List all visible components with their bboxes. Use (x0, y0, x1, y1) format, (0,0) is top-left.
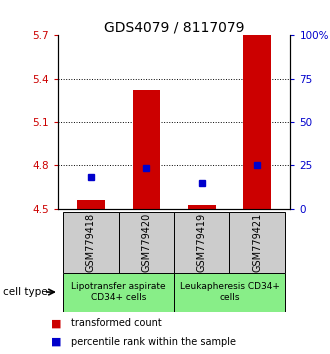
Bar (188, 205, 215, 209)
Title: GDS4079 / 8117079: GDS4079 / 8117079 (104, 20, 244, 34)
Text: Leukapheresis CD34+
cells: Leukapheresis CD34+ cells (180, 282, 280, 302)
Bar (243, 35, 271, 209)
Text: percentile rank within the sample: percentile rank within the sample (71, 337, 236, 347)
Text: GSM779421: GSM779421 (252, 213, 262, 272)
Text: cell type: cell type (3, 287, 48, 297)
Bar (63, 212, 119, 273)
Text: GSM779420: GSM779420 (141, 213, 151, 272)
Bar (77, 200, 105, 209)
Text: ■: ■ (51, 337, 62, 347)
Text: GSM779418: GSM779418 (86, 213, 96, 272)
Bar (119, 212, 174, 273)
Bar (229, 212, 285, 273)
Text: ■: ■ (51, 318, 62, 329)
Text: transformed count: transformed count (71, 318, 162, 329)
Text: Lipotransfer aspirate
CD34+ cells: Lipotransfer aspirate CD34+ cells (71, 282, 166, 302)
Text: GSM779419: GSM779419 (197, 213, 207, 272)
Bar (63, 273, 174, 312)
Bar (174, 212, 229, 273)
Bar (133, 90, 160, 209)
Bar (174, 273, 285, 312)
